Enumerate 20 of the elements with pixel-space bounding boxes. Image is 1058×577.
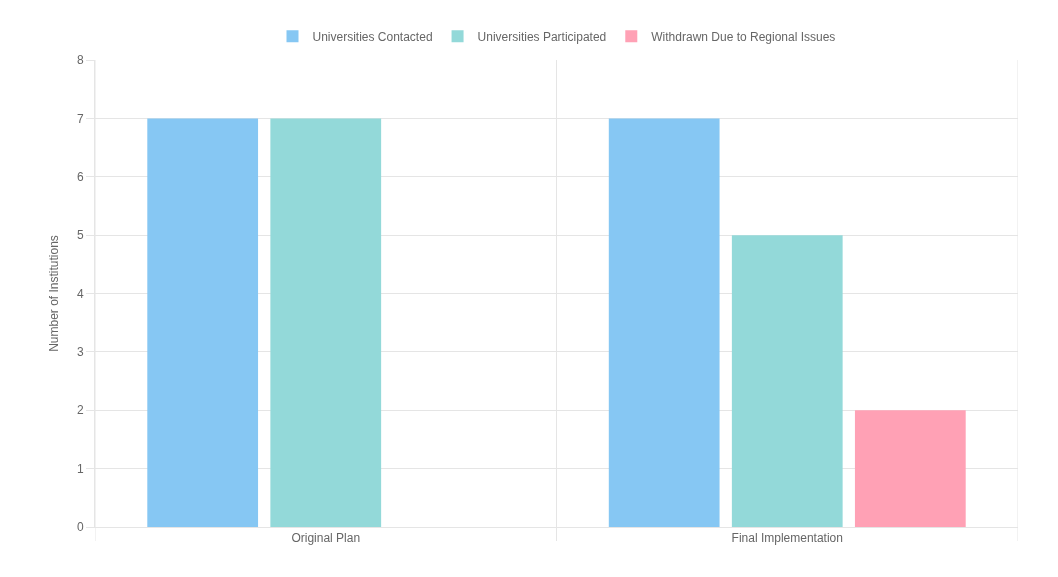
y-axis-title: Number of Institutions: [47, 235, 62, 352]
x-tick-label: Final Implementation: [731, 531, 843, 546]
bar: [854, 410, 966, 527]
bar: [147, 118, 259, 527]
bar: [270, 118, 382, 527]
bar: [731, 235, 843, 527]
y-tick-label: 5: [76, 228, 84, 243]
y-tick-label: 1: [76, 461, 84, 476]
y-tick-label: 2: [76, 403, 84, 418]
x-tick-label: Original Plan: [291, 531, 361, 546]
y-tick-label: 7: [76, 111, 84, 126]
legend-label: Universities Participated: [477, 29, 607, 44]
y-tick-label: 8: [76, 53, 84, 68]
legend-label: Universities Contacted: [312, 29, 433, 44]
y-tick-label: 0: [76, 520, 84, 535]
legend-label: Withdrawn Due to Regional Issues: [651, 29, 836, 44]
y-tick-label: 3: [76, 345, 84, 360]
bar: [608, 118, 720, 527]
y-tick-label: 4: [76, 286, 84, 301]
y-tick-label: 6: [76, 169, 84, 184]
